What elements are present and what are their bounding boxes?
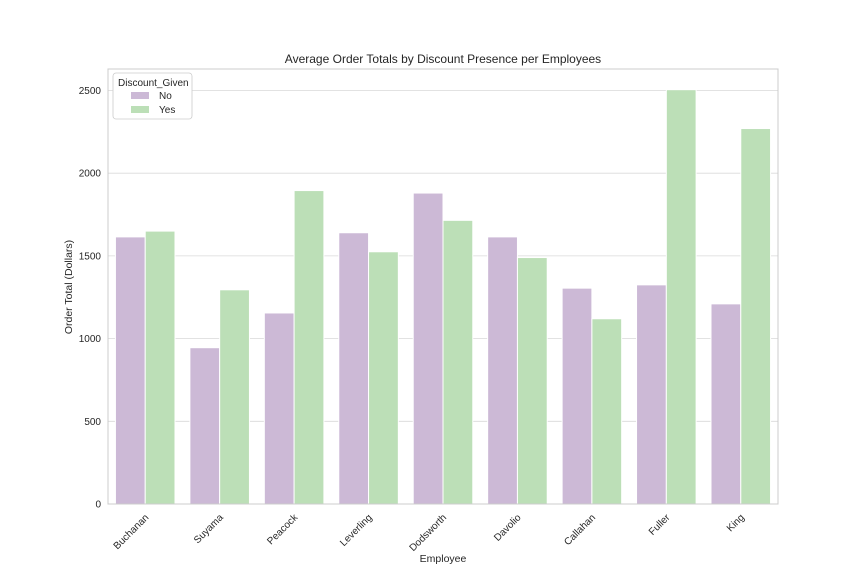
bar-yes-suyama	[219, 289, 250, 505]
y-axis-ticks: 0 500 1000 1500 2000 2500	[79, 86, 102, 510]
x-tick-label: Davolio	[492, 512, 524, 544]
bar-no-fuller	[636, 284, 667, 505]
bar-no-dodsworth	[412, 192, 444, 505]
bar-no-buchanan	[114, 236, 146, 505]
bar-no-leverling	[338, 232, 370, 505]
chart-title: Average Order Totals by Discount Presenc…	[285, 52, 601, 66]
y-tick-label: 500	[84, 417, 101, 428]
bar-yes-king	[740, 128, 772, 505]
bar-no-peacock	[263, 312, 295, 505]
x-axis-label: Employee	[420, 553, 467, 565]
bars	[114, 89, 772, 505]
bar-no-suyama	[189, 347, 221, 505]
bar-yes-callahan	[591, 318, 623, 505]
bar-no-king	[710, 303, 742, 505]
y-tick-label: 0	[95, 500, 101, 511]
bar-no-callahan	[561, 287, 593, 505]
y-tick-label: 2000	[79, 169, 102, 180]
x-tick-label: Fuller	[647, 512, 673, 538]
x-tick-label: Suyama	[192, 512, 226, 546]
x-axis-ticks: Buchanan Suyama Peacock Leverling Dodsworth D…	[112, 512, 747, 554]
bar-yes-fuller	[665, 89, 697, 505]
bar-no-davolio	[487, 236, 518, 505]
y-tick-label: 1500	[79, 251, 102, 262]
y-tick-label: 2500	[79, 86, 102, 97]
bar-yes-davolio	[516, 257, 548, 505]
bar-yes-peacock	[293, 190, 325, 505]
bar-yes-leverling	[368, 251, 399, 505]
x-tick-label: Peacock	[265, 512, 301, 548]
x-tick-label: King	[725, 512, 747, 534]
legend-swatch-yes	[131, 106, 149, 113]
x-tick-label: Leverling	[338, 512, 374, 548]
x-tick-label: Callahan	[562, 512, 598, 548]
y-axis-label: Order Total (Dollars)	[63, 240, 75, 334]
x-tick-label: Dodsworth	[408, 512, 450, 554]
y-tick-label: 1000	[79, 334, 102, 345]
legend: Discount_Given No Yes	[112, 72, 193, 120]
plot-area-frame	[107, 68, 779, 505]
bar-yes-buchanan	[144, 230, 176, 505]
x-tick-label: Buchanan	[112, 512, 152, 552]
legend-label-no: No	[159, 91, 172, 102]
bar-yes-dodsworth	[442, 219, 474, 505]
legend-label-yes: Yes	[159, 105, 175, 116]
legend-title: Discount_Given	[118, 78, 189, 89]
legend-swatch-no	[131, 92, 149, 99]
